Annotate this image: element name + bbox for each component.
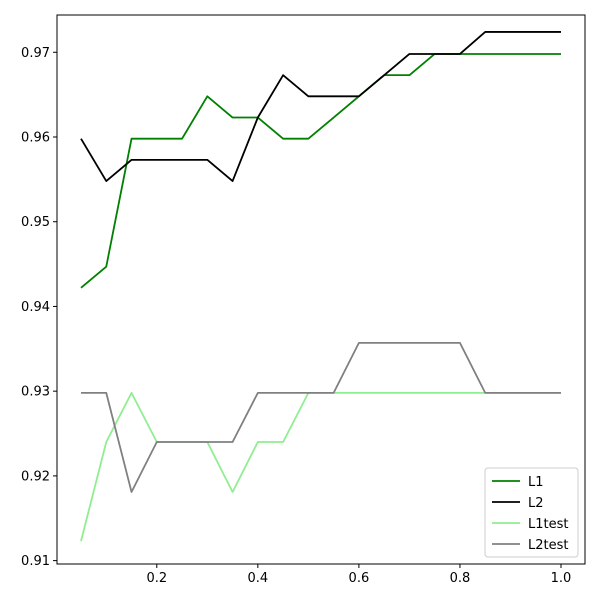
legend-box bbox=[484, 467, 579, 558]
y-tick-label: 0.96 bbox=[21, 131, 50, 146]
series-line-l1 bbox=[80, 53, 561, 289]
x-tick-label: 0.8 bbox=[450, 571, 471, 586]
x-tick-label: 0.2 bbox=[146, 571, 167, 586]
x-tick-label: 0.6 bbox=[349, 571, 370, 586]
series-line-l2test bbox=[81, 341, 561, 493]
y-tick-label: 0.92 bbox=[21, 469, 50, 484]
legend-label-l1test: L1test bbox=[528, 517, 568, 532]
x-tick-label: 1.0 bbox=[551, 571, 572, 586]
y-tick-label: 0.97 bbox=[21, 46, 50, 61]
y-axis-ticks: 0.91 0.92 0.93 0.94 0.95 0.96 0.97 bbox=[21, 46, 57, 569]
y-tick-label: 0.94 bbox=[21, 300, 50, 315]
y-tick-label: 0.93 bbox=[21, 385, 50, 400]
y-tick-label: 0.95 bbox=[21, 215, 50, 230]
series-line-l2 bbox=[80, 31, 561, 182]
legend-label-l2: L2 bbox=[528, 496, 544, 511]
y-tick-label: 0.91 bbox=[21, 554, 50, 569]
legend-label-l1: L1 bbox=[528, 475, 544, 490]
legend: L1 L2 L1test L2test bbox=[484, 467, 579, 558]
x-tick-label: 0.4 bbox=[247, 571, 268, 586]
legend-label-l2test: L2test bbox=[528, 538, 568, 553]
plot-lines bbox=[80, 31, 561, 542]
x-axis-ticks: 0.2 0.4 0.6 0.8 1.0 bbox=[146, 564, 571, 586]
axes-frame bbox=[56, 14, 586, 565]
